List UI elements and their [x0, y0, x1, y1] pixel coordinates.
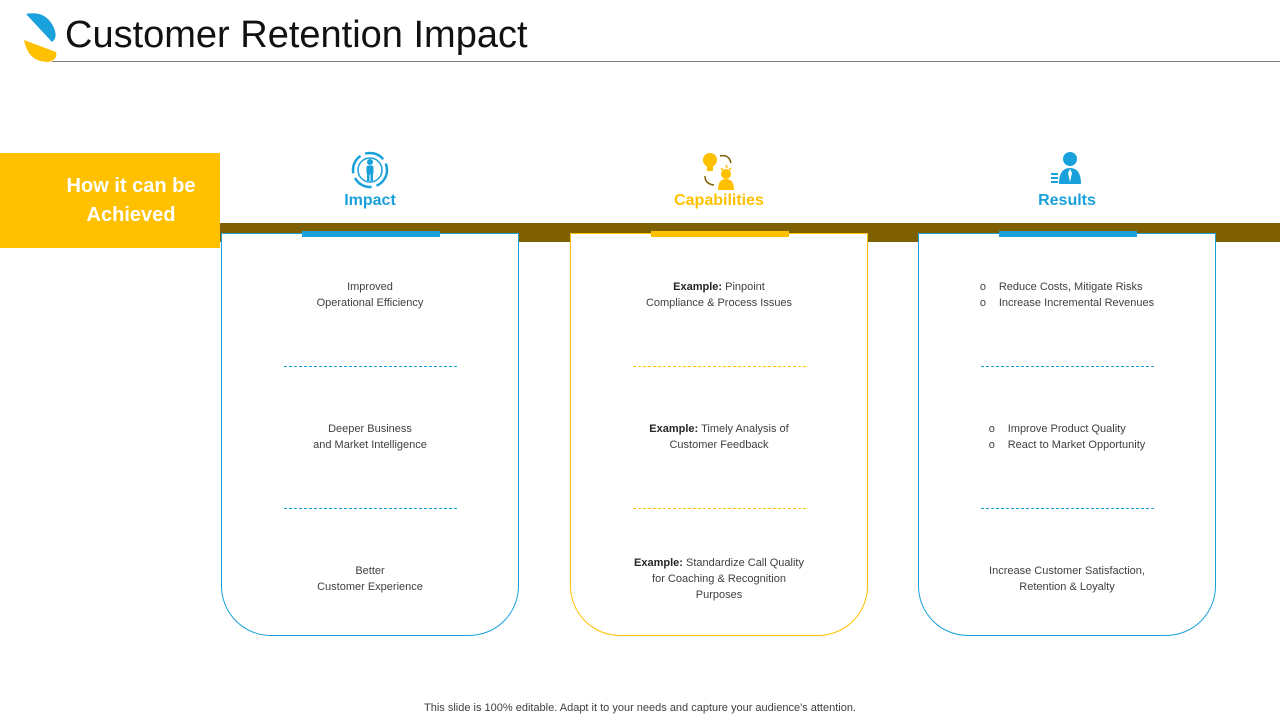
- businessman-icon: [1051, 152, 1081, 184]
- item-line: Operational Efficiency: [316, 297, 424, 309]
- column-header-results: Results: [917, 150, 1217, 210]
- item-line: Compliance & Process Issues: [645, 297, 793, 309]
- capabilities-card: Example: Pinpoint Compliance & Process I…: [570, 231, 868, 636]
- people-target-icon: [351, 151, 389, 189]
- example-prefix: Example:: [673, 281, 723, 293]
- item-line: for Coaching & Recognition: [652, 573, 786, 585]
- column-heading: Results: [1038, 192, 1096, 209]
- item-line: Purposes: [695, 589, 743, 601]
- item-line: Customer Experience: [317, 581, 423, 593]
- title-divider: [52, 61, 1280, 62]
- column-heading: Impact: [344, 192, 396, 209]
- result-bullets: Improve Product Quality React to Market …: [989, 421, 1146, 453]
- side-label-box: How it can be Achieved: [0, 153, 220, 248]
- column-header-capabilities: Capabilities: [569, 150, 869, 210]
- item-line: Standardize Call Quality: [685, 557, 804, 569]
- page-title: Customer Retention Impact: [65, 14, 528, 56]
- footer-note: This slide is 100% editable. Adapt it to…: [424, 702, 856, 714]
- item-line: Increase Customer Satisfaction,: [989, 565, 1145, 577]
- section-divider: [981, 508, 1154, 509]
- item-line: Timely Analysis of: [701, 423, 789, 435]
- item-line: Customer Feedback: [669, 439, 769, 451]
- brand-logo-icon: [24, 13, 57, 62]
- impact-card: Improved Operational Efficiency Deeper B…: [221, 231, 519, 636]
- item-line: and Market Intelligence: [313, 439, 427, 451]
- result-bullet: Increase Incremental Revenues: [980, 295, 1154, 311]
- item-line: Retention & Loyalty: [1019, 581, 1115, 593]
- result-bullet: React to Market Opportunity: [989, 437, 1146, 453]
- capability-item: Example: Pinpoint Compliance & Process I…: [591, 279, 847, 311]
- capability-item: Example: Timely Analysis of Customer Fee…: [591, 421, 847, 453]
- results-card: Reduce Costs, Mitigate Risks Increase In…: [918, 231, 1216, 636]
- result-bullet: Improve Product Quality: [989, 421, 1146, 437]
- example-prefix: Example:: [634, 557, 683, 569]
- impact-item: Deeper Business and Market Intelligence: [242, 421, 498, 453]
- item-line: Pinpoint: [725, 281, 765, 293]
- section-divider: [633, 508, 806, 509]
- idea-person-icon: [703, 153, 734, 190]
- item-line: Improved: [347, 281, 393, 293]
- capability-item: Example: Standardize Call Quality for Co…: [591, 555, 847, 603]
- result-bullets: Reduce Costs, Mitigate Risks Increase In…: [980, 279, 1154, 311]
- impact-item: Improved Operational Efficiency: [242, 279, 498, 311]
- section-divider: [633, 366, 806, 367]
- section-divider: [284, 366, 457, 367]
- result-item: Improve Product Quality React to Market …: [939, 421, 1195, 453]
- result-item: Reduce Costs, Mitigate Risks Increase In…: [939, 279, 1195, 311]
- result-bullet: Reduce Costs, Mitigate Risks: [980, 279, 1154, 295]
- section-divider: [981, 366, 1154, 367]
- example-prefix: Example:: [649, 423, 699, 435]
- card-accent: [651, 231, 789, 237]
- item-line: Deeper Business: [328, 423, 412, 435]
- side-label: How it can be Achieved: [66, 174, 196, 226]
- column-heading: Capabilities: [674, 192, 764, 209]
- result-item: Increase Customer Satisfaction, Retentio…: [939, 563, 1195, 595]
- item-line: Better: [355, 565, 385, 577]
- column-header-impact: Impact: [220, 150, 520, 210]
- card-accent: [302, 231, 440, 237]
- section-divider: [284, 508, 457, 509]
- card-accent: [999, 231, 1137, 237]
- impact-item: Better Customer Experience: [242, 563, 498, 595]
